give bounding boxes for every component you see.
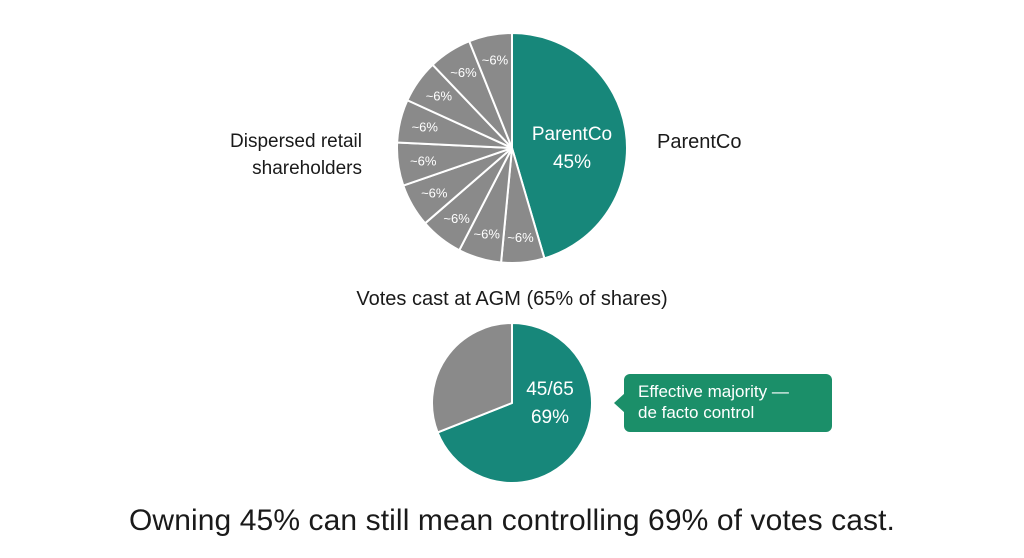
chart-caption: Owning 45% can still mean controlling 69… [129,504,895,537]
callout-line-2: de facto control [638,403,755,422]
callout-line-1: Effective majority — [638,382,789,401]
main-slice-label-line-2: 45% [553,152,591,173]
slice-value-label: ~6% [482,52,509,67]
slice-value-label: ~6% [450,65,477,80]
retail-shareholders-label: Dispersed retail shareholders [170,128,362,182]
main-slice-label-line-1: 45/65 [526,379,574,400]
effective-majority-callout: Effective majority — de facto control [614,374,832,432]
callout-pointer [614,393,625,413]
retail-label-line-1: Dispersed retail [230,131,362,152]
slice-parentco [511,32,628,260]
main-slice-label-line-2: 69% [531,407,569,428]
slice-value-label: ~6% [421,185,448,200]
slice-value-label: ~6% [443,211,470,226]
ownership-pie: ~6% ~6% ~6% ~6% ~6% ~6% ~6% ~6% ~6% ParentCo 45% [396,32,628,264]
slice-value-label: ~6% [426,89,453,104]
main-slice-label-line-1: ParentCo [532,124,612,145]
slice-retail-9 [468,32,513,149]
slice-45-65 [436,322,594,484]
retail-label-line-2: shareholders [252,158,362,179]
votes-pie: 45/65 69% [431,322,594,484]
slice-value-label: ~6% [507,230,534,245]
slice-value-label: ~6% [412,119,439,134]
slice-retail-1 [431,322,513,434]
slice-value-label: ~6% [410,153,437,168]
parentco-label: ParentCo [657,131,742,153]
votes-chart-title: Votes cast at AGM (65% of shares) [356,288,668,310]
slice-value-label: ~6% [474,227,501,242]
